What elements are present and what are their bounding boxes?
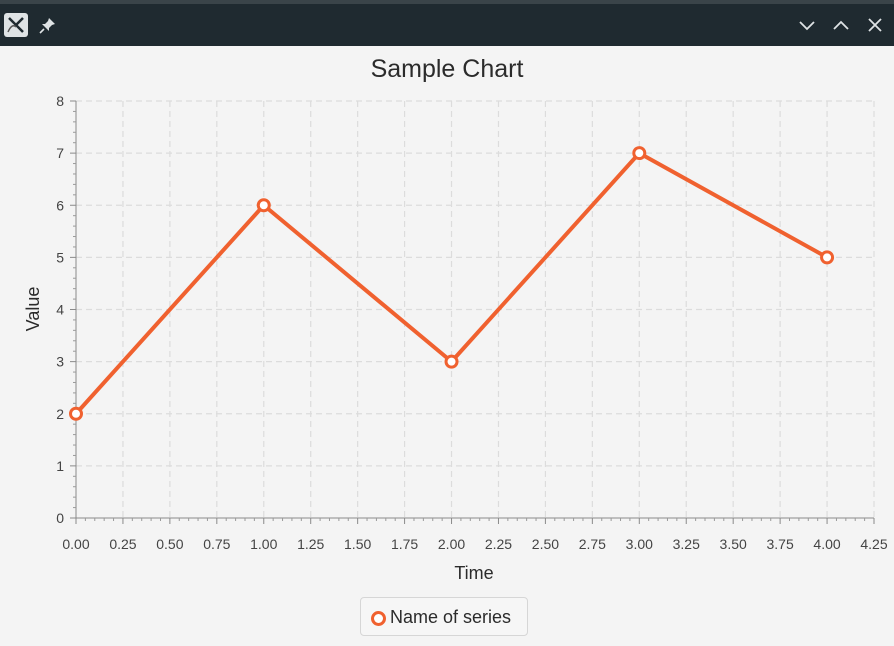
chart-grid <box>76 100 875 518</box>
legend-label: Name of series <box>390 607 512 627</box>
chevron-up-icon[interactable] <box>830 14 852 36</box>
x-tick-label: 0.00 <box>62 536 89 552</box>
pin-icon[interactable] <box>38 15 58 35</box>
y-tick-label: 1 <box>56 458 64 474</box>
line-chart: 0.00 0.25 0.50 0.75 1.00 1.25 1.50 1.75 2.00 2.25… <box>23 93 888 583</box>
legend-marker-icon <box>371 611 386 626</box>
chart-title: Sample Chart <box>370 55 524 83</box>
x-tick-label: 1.00 <box>250 536 277 552</box>
y-tick-label: 7 <box>56 145 64 161</box>
x-tick-label: 0.75 <box>203 536 230 552</box>
data-point <box>632 146 647 161</box>
y-tick-label: 6 <box>56 197 64 213</box>
close-icon[interactable] <box>864 14 886 36</box>
y-tick-label: 8 <box>56 93 64 109</box>
x-tick-label: 2.25 <box>485 536 512 552</box>
chart-legend: Name of series <box>360 597 528 636</box>
x-axis-label: Time <box>454 563 493 583</box>
chart-series <box>69 146 835 421</box>
x-tick-label: 3.75 <box>766 536 793 552</box>
x-tick-label: 2.50 <box>532 536 559 552</box>
chart-ticks: 0.00 0.25 0.50 0.75 1.00 1.25 1.50 1.75 2.00 2.25… <box>56 93 888 552</box>
x-tick-label: 3.25 <box>673 536 700 552</box>
x-tick-label: 2.75 <box>579 536 606 552</box>
x-tick-label: 3.00 <box>626 536 653 552</box>
y-tick-label: 0 <box>56 510 64 526</box>
x-tick-label: 3.50 <box>720 536 747 552</box>
data-point <box>820 250 835 265</box>
data-point <box>256 198 271 213</box>
chart-axes <box>75 101 874 519</box>
data-point <box>444 354 459 369</box>
window-titlebar <box>0 0 894 46</box>
y-tick-label: 5 <box>56 249 64 265</box>
app-logo-icon <box>4 13 28 37</box>
y-tick-label: 4 <box>56 302 64 318</box>
x-tick-label: 4.25 <box>860 536 887 552</box>
x-tick-label: 0.50 <box>156 536 183 552</box>
x-tick-label: 1.25 <box>297 536 324 552</box>
chevron-down-icon[interactable] <box>796 14 818 36</box>
x-tick-label: 4.00 <box>813 536 840 552</box>
x-tick-label: 1.50 <box>344 536 371 552</box>
data-point <box>69 406 83 421</box>
y-tick-label: 2 <box>56 406 64 422</box>
x-tick-label: 1.75 <box>391 536 418 552</box>
y-tick-label: 3 <box>56 354 64 370</box>
x-tick-label: 0.25 <box>109 536 136 552</box>
x-tick-label: 2.00 <box>438 536 465 552</box>
y-axis-label: Value <box>23 287 43 332</box>
